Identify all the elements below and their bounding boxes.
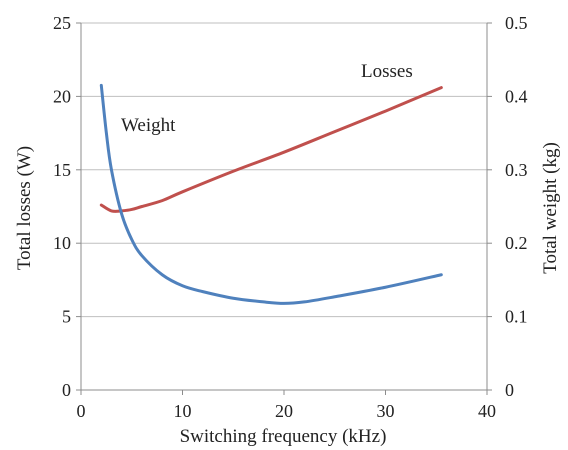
y-axis-label-right: Total weight (kg) <box>540 142 561 274</box>
series-line-weight <box>99 83 443 305</box>
tick-labels: 0 10 20 30 40 0 5 10 15 20 25 0 0.1 0.2 0.3 0.4 0.5 <box>53 13 528 421</box>
y-left-tick-label: 5 <box>62 307 71 327</box>
y-left-tick-label: 25 <box>53 13 71 33</box>
y-right-tick-label: 0.3 <box>505 160 528 180</box>
y-right-tick-label: 0.4 <box>505 86 528 106</box>
y-right-tick-label: 0.5 <box>505 13 528 33</box>
y-right-tick-label: 0.1 <box>505 307 528 327</box>
weight-annotation: Weight <box>121 115 176 136</box>
x-axis-label: Switching frequency (kHz) <box>180 426 387 447</box>
axes <box>76 22 492 395</box>
y-left-tick-label: 0 <box>62 380 71 400</box>
y-right-tick-label: 0.2 <box>505 233 528 253</box>
series-line-losses <box>99 86 443 213</box>
x-tick-label: 40 <box>478 401 496 421</box>
x-tick-label: 0 <box>77 401 86 421</box>
losses-annotation: Losses <box>361 61 413 82</box>
x-tick-label: 20 <box>275 401 293 421</box>
x-tick-label: 30 <box>377 401 395 421</box>
y-axis-label-left: Total losses (W) <box>14 146 35 270</box>
y-left-tick-label: 10 <box>53 233 71 253</box>
y-right-tick-label: 0 <box>505 380 514 400</box>
grid <box>81 22 487 318</box>
x-tick-label: 10 <box>174 401 192 421</box>
series-layer <box>99 83 443 305</box>
y-left-tick-label: 20 <box>53 86 71 106</box>
y-left-tick-label: 15 <box>53 160 71 180</box>
